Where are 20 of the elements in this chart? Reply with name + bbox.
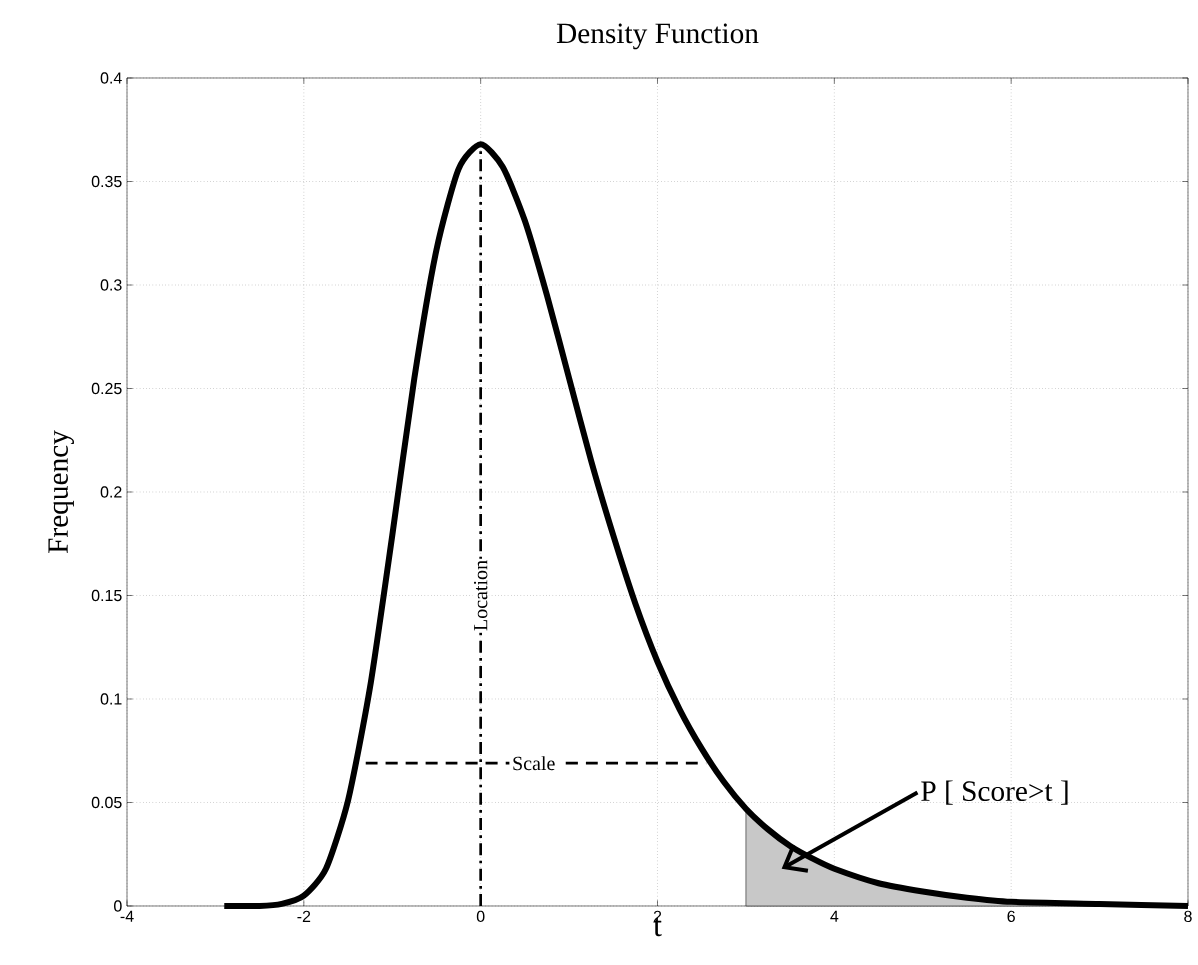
x-tick-label: -4 — [120, 910, 134, 922]
y-tick-label: 0.15 — [91, 589, 122, 602]
y-tick-label: 0.2 — [100, 486, 122, 498]
y-tick-label: 0.3 — [100, 279, 122, 291]
y-tick-label: 0.35 — [91, 175, 122, 188]
annotation: P [ Score>t ] — [921, 780, 1068, 805]
y-tick-label: 0 — [114, 900, 122, 912]
y-tick-label: 0.4 — [100, 72, 122, 84]
y-tick-label: 0.05 — [91, 796, 122, 809]
annotation: Scale — [513, 756, 555, 771]
x-tick-label: 6 — [1007, 910, 1015, 923]
ref-line-label: Location — [473, 560, 488, 631]
chart-title: Density Function — [556, 23, 759, 50]
x-tick-label: 8 — [1184, 910, 1192, 923]
y-tick-label: 0.25 — [91, 382, 122, 395]
x-tick-label: -2 — [297, 910, 311, 922]
y-axis-title: Frequency — [48, 430, 74, 554]
x-tick-label: 0 — [476, 910, 485, 923]
x-tick-label: 4 — [830, 910, 839, 922]
y-tick-label: 0.1 — [100, 693, 122, 705]
